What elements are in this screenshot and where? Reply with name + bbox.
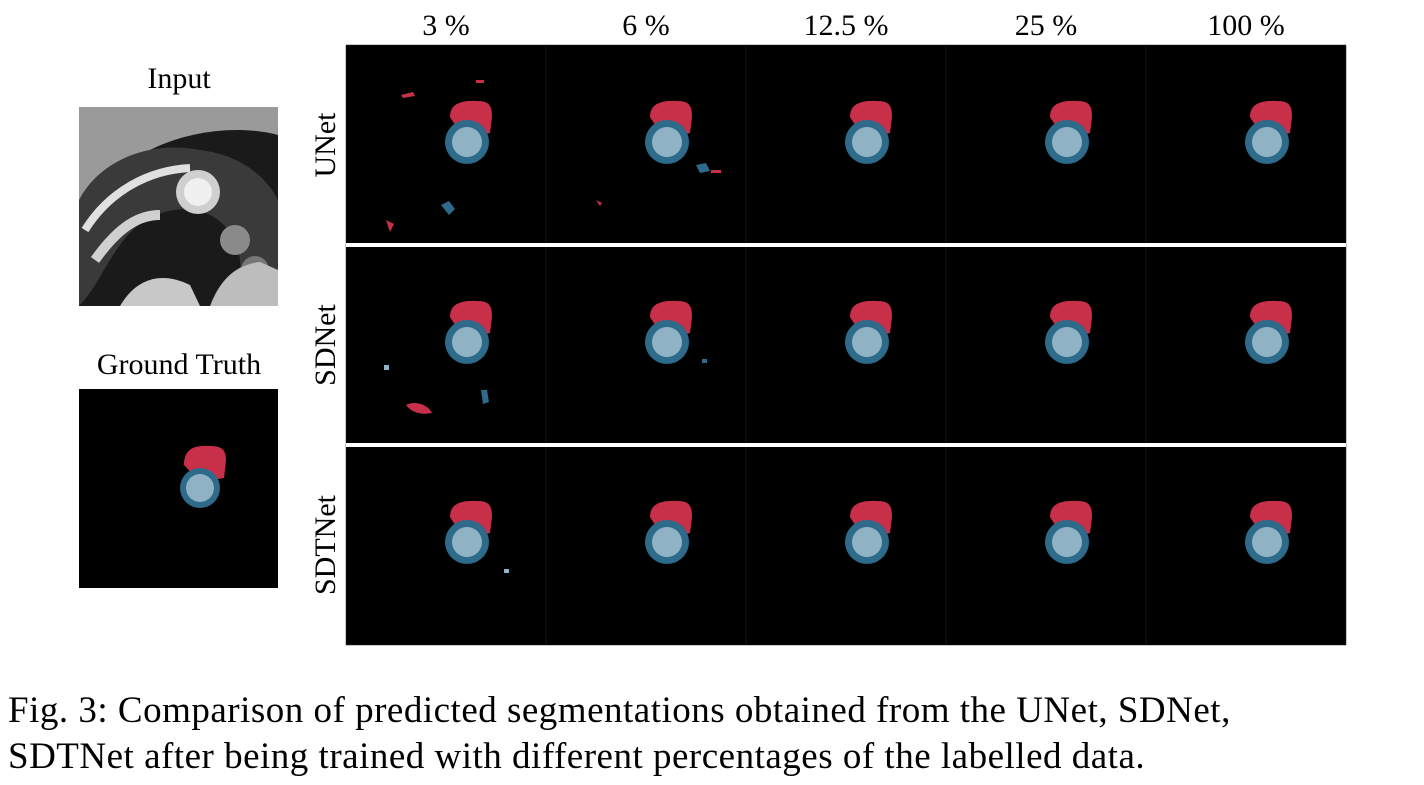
- ground-truth-label: Ground Truth: [97, 348, 261, 381]
- segmentation-cell: [545, 444, 747, 646]
- noise-mask: [384, 365, 389, 370]
- cavity-mask: [1052, 127, 1082, 157]
- noise-mask: [481, 390, 489, 404]
- column-label: 12.5 %: [804, 9, 889, 42]
- cavity-mask: [452, 527, 482, 557]
- cavity-mask: [852, 527, 882, 557]
- row-label: UNet: [309, 112, 342, 178]
- cavity-mask: [452, 127, 482, 157]
- noise-mask: [441, 201, 455, 215]
- segmentation-cell: [1145, 444, 1347, 646]
- column-label: 6 %: [622, 9, 670, 42]
- column-label: 3 %: [422, 9, 470, 42]
- cell-background: [545, 44, 747, 246]
- cavity-mask: [652, 327, 682, 357]
- cavity-mask: [1052, 327, 1082, 357]
- segmentation-cell: [745, 244, 947, 446]
- noise-mask: [504, 569, 509, 573]
- noise-mask: [696, 163, 710, 173]
- caption-line: Fig. 3: Comparison of predicted segmenta…: [8, 690, 1231, 731]
- segmentation-cell: [545, 244, 747, 446]
- row-label: SDTNet: [309, 494, 342, 595]
- cavity-mask: [852, 127, 882, 157]
- segmentation-cell: [1145, 244, 1347, 446]
- segmentation-cell: [345, 444, 547, 646]
- cavity-mask: [652, 527, 682, 557]
- noise-mask: [702, 359, 707, 363]
- input-label: Input: [147, 62, 211, 95]
- segmentation-cell: [1145, 44, 1347, 246]
- column-label: 100 %: [1207, 9, 1285, 42]
- noise-mask: [596, 200, 602, 206]
- cavity-mask: [1052, 527, 1082, 557]
- segmentation-cell: [345, 244, 578, 446]
- cavity-mask: [1252, 527, 1282, 557]
- row-label: SDNet: [309, 304, 342, 386]
- noise-mask: [406, 402, 432, 414]
- caption-line: SDTNet after being trained with differen…: [8, 736, 1145, 777]
- cavity-mask: [852, 327, 882, 357]
- noise-mask: [401, 92, 415, 98]
- input-image: [79, 107, 278, 306]
- segmentation-cell: [945, 44, 1147, 246]
- noise-mask: [386, 220, 394, 232]
- segmentation-cell: [545, 44, 747, 246]
- noise-mask: [711, 170, 721, 173]
- ground-truth-image: [79, 389, 278, 588]
- segmentation-cell: [745, 44, 947, 246]
- cavity-mask: [652, 127, 682, 157]
- segmentation-cell: [745, 444, 947, 646]
- column-label: 25 %: [1015, 9, 1078, 42]
- segmentation-cell: [945, 444, 1147, 646]
- cavity-mask: [1252, 127, 1282, 157]
- segmentation-cell: [945, 244, 1147, 446]
- segmentation-cell: [345, 44, 547, 268]
- cavity-mask: [452, 327, 482, 357]
- cavity-mask: [1252, 327, 1282, 357]
- prediction-grid: [345, 44, 1347, 646]
- noise-mask: [476, 80, 484, 83]
